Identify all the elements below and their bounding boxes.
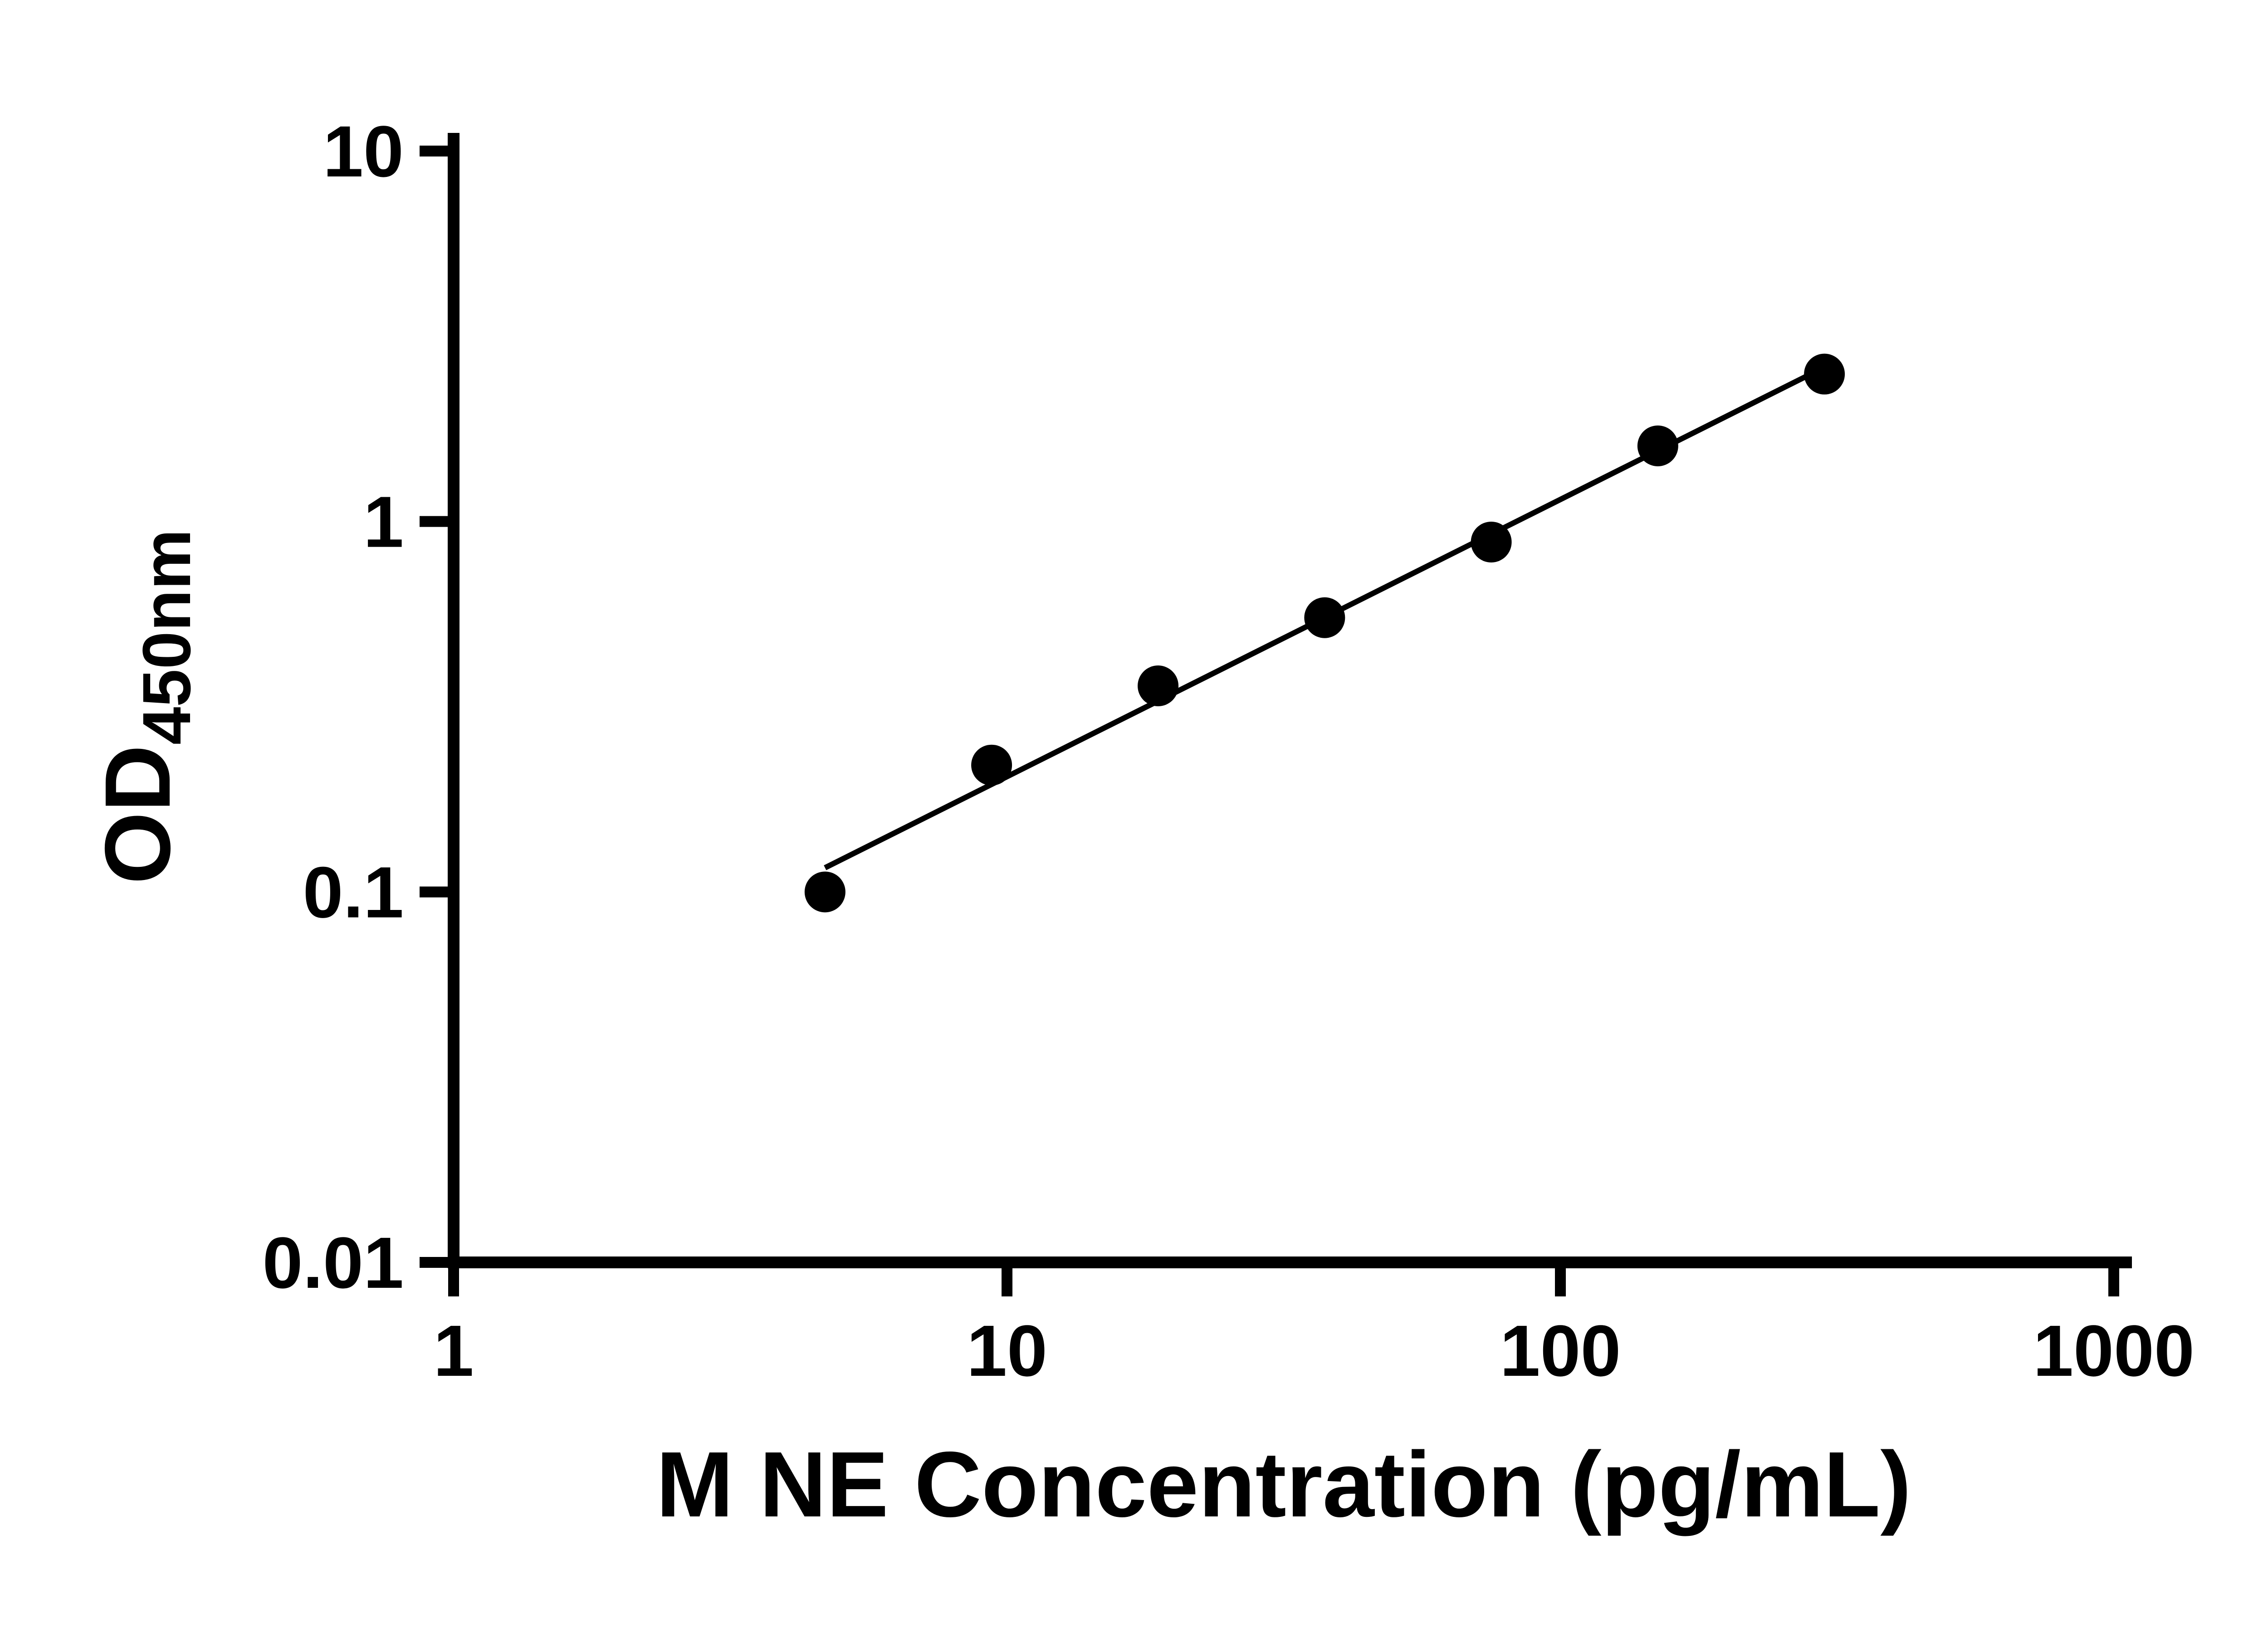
x-axis-title: M NE Concentration (pg/mL) <box>656 1433 1911 1536</box>
x-tick-label: 1000 <box>2033 1310 2195 1391</box>
y-tick-label: 0.1 <box>303 851 404 933</box>
y-tick-label: 0.01 <box>263 1222 404 1303</box>
x-tick-label: 100 <box>1500 1310 1621 1391</box>
x-tick-label: 1 <box>434 1310 474 1391</box>
data-point <box>1804 353 1845 395</box>
data-point <box>1637 425 1678 466</box>
data-point <box>804 871 846 913</box>
y-tick-label: 1 <box>363 481 404 562</box>
x-tick-label: 10 <box>967 1310 1047 1391</box>
y-axis-title-subscript: 450nm <box>128 529 205 745</box>
data-point <box>971 744 1012 786</box>
data-point <box>1471 522 1512 563</box>
y-tick-label: 10 <box>323 111 404 192</box>
data-point <box>1138 665 1179 707</box>
y-axis-title: OD450nm <box>84 529 206 885</box>
data-point <box>1304 597 1345 638</box>
y-axis-title-main: OD <box>86 744 190 885</box>
